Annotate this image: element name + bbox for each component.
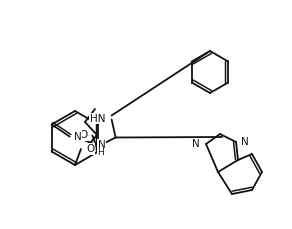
Text: N: N	[192, 139, 200, 149]
Text: N: N	[74, 131, 81, 142]
Text: O: O	[86, 144, 94, 154]
Text: N: N	[241, 137, 249, 147]
Text: O: O	[79, 131, 87, 141]
Text: HN: HN	[90, 114, 105, 123]
Text: N: N	[98, 139, 105, 150]
Text: H: H	[98, 148, 104, 157]
